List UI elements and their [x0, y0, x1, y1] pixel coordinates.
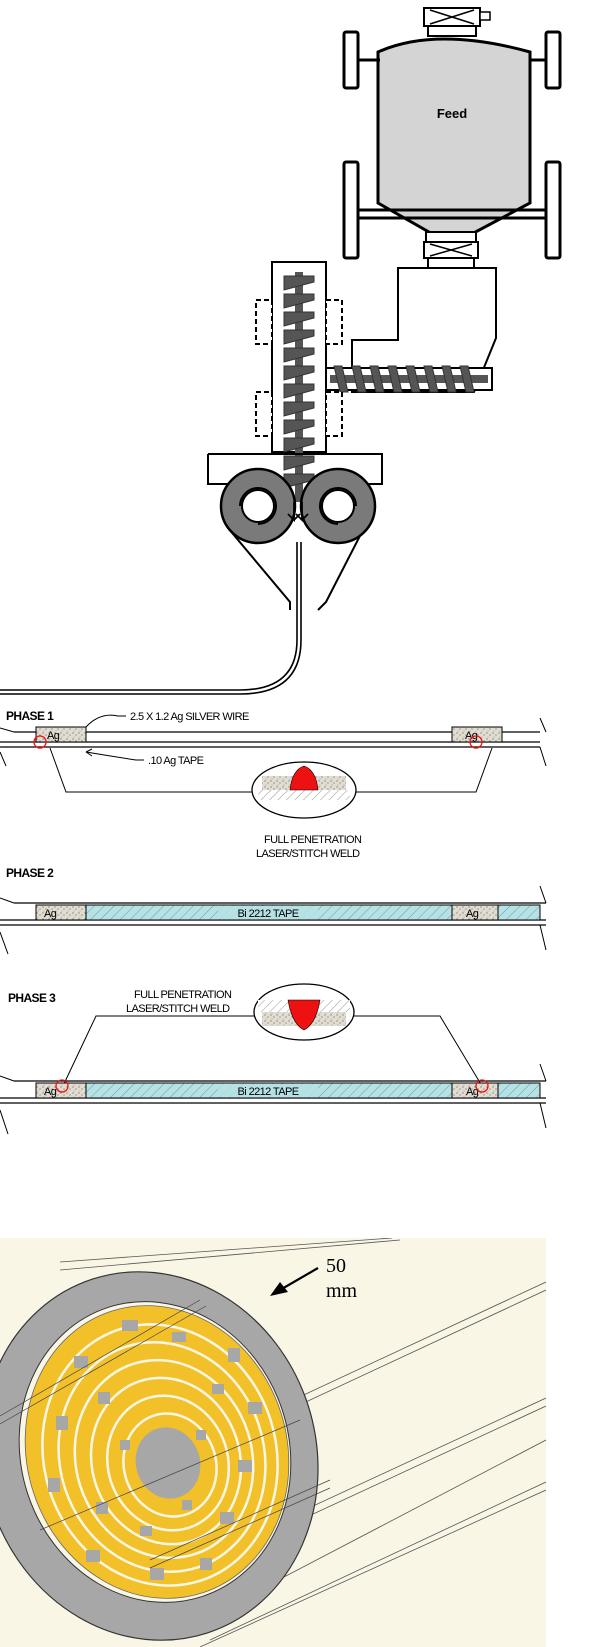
phase-2-ag-left: Ag	[44, 908, 57, 920]
cable-tape-winding	[25, 1305, 289, 1599]
housing-port-bottom	[255, 391, 273, 437]
roller-left	[219, 467, 301, 545]
phase-3-weld-right	[475, 1079, 489, 1093]
phase-1-ag-right: Ag	[465, 730, 478, 742]
phase-2-ag-right: Ag	[466, 908, 479, 920]
phase-2-title: PHASE 2	[6, 866, 54, 880]
phase-2-tape-label: Bi 2212 TAPE	[238, 908, 299, 920]
phase-1-weld-label-1: FULL PENETRATION	[264, 834, 362, 846]
phase-1-weld-right	[469, 735, 483, 749]
phase-3-weld-label-2: LASER/STITCH WELD	[126, 1003, 230, 1015]
phase-3-weld-detail	[253, 983, 355, 1041]
top-valve	[423, 7, 491, 37]
roller-right	[295, 467, 377, 545]
feed-label: Feed	[437, 106, 467, 121]
dimension-unit: mm	[326, 1280, 358, 1302]
phase-3-weld-label-1: FULL PENETRATION	[134, 989, 232, 1001]
phase-1-title: PHASE 1	[6, 709, 54, 723]
phase-3-weld-left	[55, 1079, 69, 1093]
cable-cross-section: 50 mm	[0, 1238, 546, 1647]
housing-port-right-bottom	[325, 391, 343, 437]
dimension-arrow	[270, 1267, 319, 1296]
housing-port-right-top	[325, 299, 343, 345]
feeder-diagram: Feed	[0, 0, 570, 695]
phase-2-diagram: PHASE 2 Ag Bi 2212 TAPE Ag	[0, 866, 547, 955]
phase-3-ag-right: Ag	[466, 1086, 479, 1098]
dimension-value: 50	[326, 1255, 346, 1277]
phase-3-title: PHASE 3	[8, 991, 56, 1005]
phase-1-weld-label-2: LASER/STITCH WELD	[256, 848, 360, 860]
phase-1-ag-left: Ag	[47, 730, 60, 742]
phase-3-tape-label: Bi 2212 TAPE	[238, 1086, 299, 1098]
phase-1-weld-detail	[251, 761, 357, 819]
lower-valve	[423, 231, 479, 269]
feed-hopper	[376, 37, 532, 238]
output-tape	[0, 542, 298, 691]
phase-1-weld-left	[33, 735, 47, 749]
phase-3-ag-left: Ag	[44, 1086, 57, 1098]
phase-3-diagram: PHASE 3 FULL PENETRATION LASER/STITCH WE…	[0, 983, 547, 1135]
hopper-legs	[342, 30, 562, 260]
horizontal-auger	[325, 365, 493, 393]
phase-1-diagram: PHASE 1 Ag Ag 2.5 X 1.2 Ag SILVER WIRE .…	[0, 709, 547, 860]
phase-1-tape-callout: .10 Ag TAPE	[148, 755, 204, 767]
housing-port-top	[255, 299, 273, 345]
phase-1-wire-callout: 2.5 X 1.2 Ag SILVER WIRE	[130, 711, 249, 723]
vertical-auger	[283, 272, 315, 502]
